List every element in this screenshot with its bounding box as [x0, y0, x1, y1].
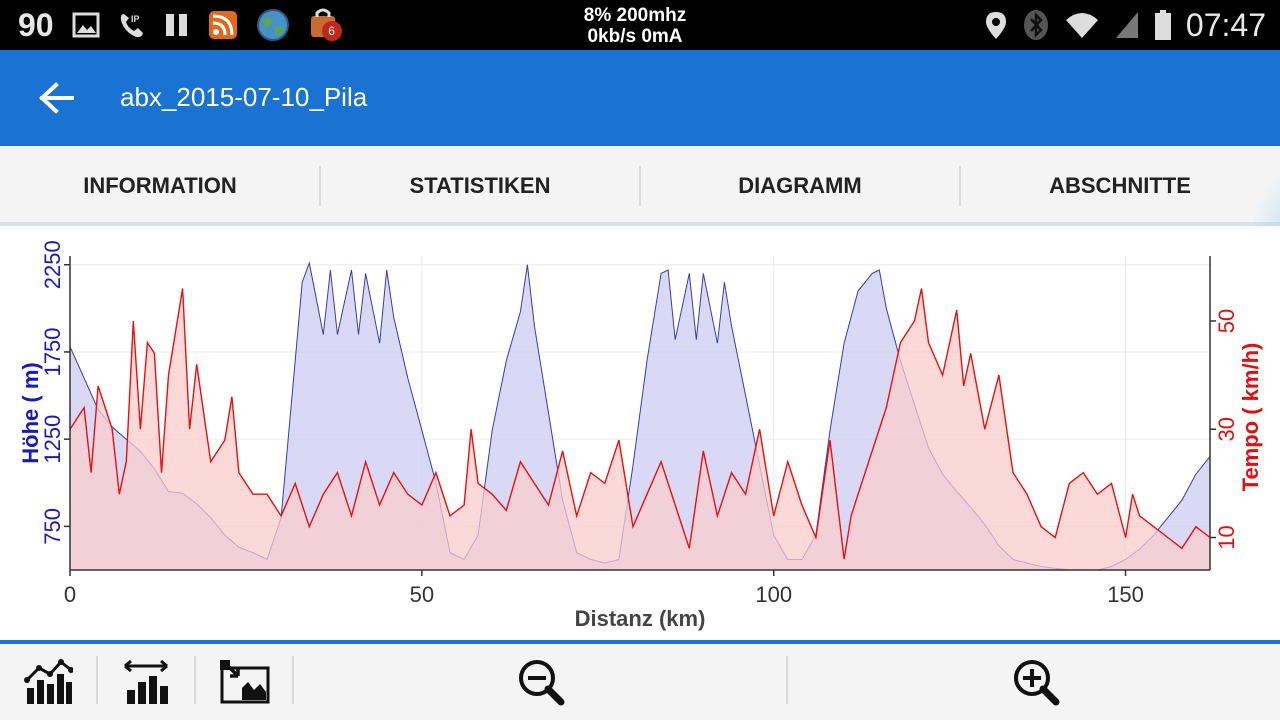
bluetooth-icon [1023, 10, 1048, 40]
toolbar-separator [292, 656, 294, 704]
x-axis-label: Distanz (km) [575, 606, 706, 631]
toolbar-separator [786, 656, 788, 704]
map-export-button[interactable] [214, 652, 274, 712]
line-chart-icon [24, 659, 73, 704]
signal-icon [1115, 12, 1138, 38]
bag-notification: 6 [308, 7, 342, 44]
clock: 07:47 [1185, 6, 1266, 43]
y-left-tick-label: 2250 [40, 240, 65, 289]
x-tick-label: 0 [64, 582, 76, 607]
y-right-tick-label: 10 [1214, 525, 1239, 549]
notification-badge: 6 [321, 20, 342, 41]
back-button[interactable] [28, 70, 84, 126]
pause-icon [165, 14, 187, 36]
x-tick-label: 50 [410, 582, 434, 607]
speed-line [69, 288, 1211, 560]
zoom-in-icon [1014, 660, 1060, 706]
wifi-icon [1065, 13, 1098, 38]
range-chart-button[interactable] [116, 652, 176, 712]
tab-divider [959, 166, 961, 206]
chart-area[interactable]: 0 50 100 150 Distanz (km) 750 1250 1750 2250 Höhe… [0, 226, 1280, 640]
tab-statistiken[interactable]: STATISTIKEN [409, 173, 551, 198]
system-stats: 8% 200mhz 0kb/s 0mA [560, 5, 710, 47]
y-left-tick-label: 750 [40, 508, 65, 545]
location-icon [985, 12, 1006, 39]
tab-diagramm[interactable]: DIAGRAMM [738, 173, 862, 198]
sip-phone-icon: IP [120, 14, 143, 38]
tab-abschnitte[interactable]: ABSCHNITTE [1049, 173, 1191, 198]
app-bar: abx_2015-07-10_Pila [0, 50, 1280, 146]
image-icon [72, 12, 100, 38]
tab-information[interactable]: INFORMATION [83, 173, 237, 198]
zoom-in-button[interactable] [1006, 652, 1066, 712]
cpu-line: 8% 200mhz [583, 5, 687, 26]
bottom-toolbar [0, 644, 1280, 720]
toolbar-separator [194, 656, 196, 704]
tab-bar: INFORMATION STATISTIKEN DIAGRAMM ABSCHNI… [0, 146, 1280, 226]
y-right-tick-label: 50 [1214, 309, 1239, 333]
zoom-out-icon [519, 660, 565, 706]
globe-icon [256, 9, 289, 41]
rss-icon [208, 11, 237, 39]
y-right-tick-label: 30 [1214, 417, 1239, 441]
toolbar-divider [0, 640, 1280, 644]
y-left-axis-label: Höhe ( m) [18, 362, 43, 463]
tab-divider [639, 166, 641, 206]
battery-icon [1154, 10, 1171, 40]
tab-underline [0, 222, 1280, 226]
net-line: 0kb/s 0mA [587, 26, 683, 47]
active-tab-indicator [640, 68, 960, 78]
x-tick-label: 150 [1107, 582, 1144, 607]
y-left-tick-label: 1750 [40, 327, 65, 376]
y-right-axis-label: Tempo ( km/h) [1238, 343, 1263, 492]
tab-divider [319, 166, 321, 206]
svg-text:IP: IP [131, 14, 140, 24]
status-number: 90 [18, 6, 54, 43]
elevation-speed-chart[interactable]: 0 50 100 150 Distanz (km) 750 1250 1750 2250 Höhe… [0, 226, 1280, 640]
y-left-tick-label: 1250 [40, 415, 65, 464]
line-chart-button[interactable] [18, 652, 78, 712]
speed-area [70, 288, 1210, 570]
page-title: abx_2015-07-10_Pila [120, 82, 368, 112]
map-export-icon [220, 660, 270, 704]
zoom-out-button[interactable] [511, 652, 571, 712]
arrow-left-icon [39, 82, 74, 114]
x-tick-label: 100 [755, 582, 792, 607]
toolbar-separator [96, 656, 98, 704]
status-bar: 90 IP 6 8% 200mhz 0kb/s 0mA 07:47 [0, 0, 1280, 50]
range-chart-icon [124, 659, 168, 704]
